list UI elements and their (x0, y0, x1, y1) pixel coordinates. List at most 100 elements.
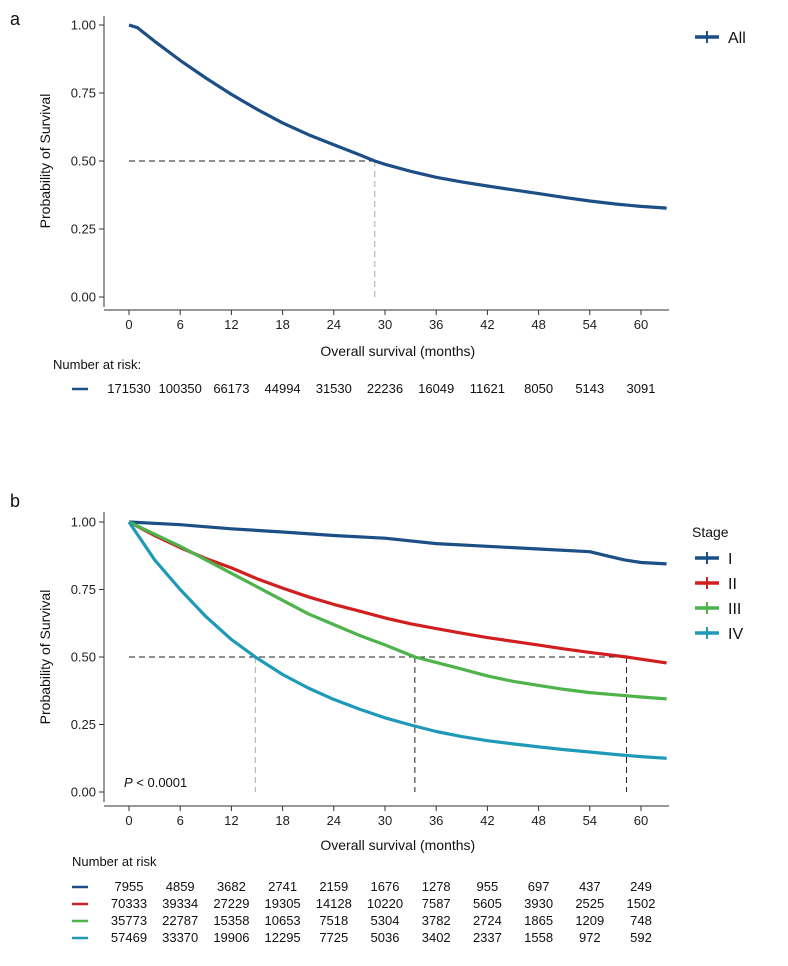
risk-table-cell: 11621 (470, 381, 505, 396)
risk-table-cell: 5036 (371, 930, 400, 945)
x-tick-label: 60 (634, 813, 648, 828)
risk-table-cell: 5143 (575, 381, 604, 396)
risk-table-cell: 39334 (162, 896, 198, 911)
legend-item: I (695, 551, 732, 568)
legend-item: IV (695, 626, 743, 643)
risk-table-cell: 35773 (111, 913, 147, 928)
risk-table-cell: 22787 (162, 913, 198, 928)
y-tick-label: 0.75 (71, 582, 96, 597)
x-tick-label: 24 (327, 317, 341, 332)
risk-table-cell: 697 (528, 879, 550, 894)
risk-table-cell: 2741 (268, 879, 297, 894)
risk-table-cell: 3091 (627, 381, 656, 396)
risk-table-cell: 3402 (422, 930, 451, 945)
risk-table-cell: 955 (477, 879, 499, 894)
risk-table-cell: 2337 (473, 930, 502, 945)
risk-table-cell: 972 (579, 930, 601, 945)
x-tick-label: 12 (224, 813, 238, 828)
y-tick-label: 0.50 (71, 650, 96, 665)
risk-table-cell: 15358 (213, 913, 249, 928)
x-tick-label: 54 (583, 317, 597, 332)
risk-table-cell: 2159 (319, 879, 348, 894)
risk-table-cell: 3682 (217, 879, 246, 894)
legend-label-all: All (728, 30, 746, 47)
risk-table-cell: 7955 (115, 879, 144, 894)
risk-table-cell: 3930 (524, 896, 553, 911)
risk-table-cell: 44994 (265, 381, 301, 396)
x-tick-label: 48 (531, 317, 545, 332)
x-tick-label: 24 (327, 813, 341, 828)
x-tick-label: 30 (378, 813, 392, 828)
risk-table-cell: 1558 (524, 930, 553, 945)
y-tick-label: 1.00 (71, 515, 96, 530)
risk-table-cell: 22236 (367, 381, 403, 396)
risk-table-cell: 1502 (627, 896, 656, 911)
x-tick-label: 18 (275, 317, 289, 332)
legend-label-ii: II (728, 576, 737, 593)
legend-label-i: I (728, 551, 732, 568)
legend-item: III (695, 601, 741, 618)
risk-table-title: Number at risk (72, 854, 157, 869)
panel-label: a (10, 9, 21, 29)
x-tick-label: 36 (429, 317, 443, 332)
y-tick-label: 0.75 (71, 86, 96, 101)
y-tick-label: 0.00 (71, 290, 96, 305)
x-tick-label: 60 (634, 317, 648, 332)
risk-table-cell: 19906 (213, 930, 249, 945)
risk-table-cell: 12295 (265, 930, 301, 945)
risk-table-cell: 437 (579, 879, 601, 894)
y-tick-label: 0.00 (71, 785, 96, 800)
risk-table-cell: 171530 (107, 381, 150, 396)
risk-table-cell: 10220 (367, 896, 403, 911)
y-tick-label: 1.00 (71, 18, 96, 33)
risk-table-cell: 70333 (111, 896, 147, 911)
risk-table-cell: 4859 (166, 879, 195, 894)
risk-table-cell: 1209 (575, 913, 604, 928)
survival-curve-iii (128, 520, 667, 701)
risk-table-cell: 2525 (575, 896, 604, 911)
p-symbol: P (124, 775, 133, 790)
risk-table-cell: 27229 (213, 896, 249, 911)
risk-table-cell: 249 (630, 879, 652, 894)
y-axis-title: Probability of Survival (37, 94, 53, 229)
risk-table-cell: 1278 (422, 879, 451, 894)
x-tick-label: 0 (125, 317, 132, 332)
survival-curve-iv (127, 521, 667, 760)
risk-table-cell: 7518 (319, 913, 348, 928)
risk-table-cell: 5605 (473, 896, 502, 911)
x-tick-label: 6 (177, 317, 184, 332)
y-axis-title: Probability of Survival (37, 590, 53, 725)
risk-table-cell: 7725 (319, 930, 348, 945)
risk-table-cell: 16049 (418, 381, 454, 396)
p-value-text: < 0.0001 (133, 775, 188, 790)
x-tick-label: 42 (480, 317, 494, 332)
x-tick-label: 18 (275, 813, 289, 828)
risk-table-cell: 66173 (213, 381, 249, 396)
risk-table-cell: 14128 (316, 896, 352, 911)
risk-table-cell: 10653 (265, 913, 301, 928)
survival-curve-ii (128, 520, 667, 665)
risk-table-cell: 57469 (111, 930, 147, 945)
x-axis-title: Overall survival (months) (320, 837, 475, 853)
risk-table-cell: 7587 (422, 896, 451, 911)
x-tick-label: 36 (429, 813, 443, 828)
x-tick-label: 0 (125, 813, 132, 828)
risk-table-cell: 3782 (422, 913, 451, 928)
risk-table-cell: 31530 (316, 381, 352, 396)
p-value-label: P < 0.0001 (124, 775, 187, 790)
legend-item: All (695, 30, 746, 47)
legend-label-iii: III (728, 601, 741, 618)
panel-a: a 0.00 0.25 0.50 0.75 1.00 0 6 12 18 24 30 36 42 48 54 6… (10, 9, 746, 396)
x-tick-label: 42 (480, 813, 494, 828)
x-tick-label: 6 (177, 813, 184, 828)
risk-table-title: Number at risk: (53, 357, 141, 372)
y-tick-label: 0.50 (71, 154, 96, 169)
x-tick-label: 12 (224, 317, 238, 332)
panel-label: b (10, 491, 20, 511)
x-tick-label: 48 (531, 813, 545, 828)
x-tick-label: 30 (378, 317, 392, 332)
risk-table-cell: 100350 (159, 381, 202, 396)
risk-table-cell: 33370 (162, 930, 198, 945)
x-tick-label: 54 (583, 813, 597, 828)
risk-table-cell: 1676 (371, 879, 400, 894)
